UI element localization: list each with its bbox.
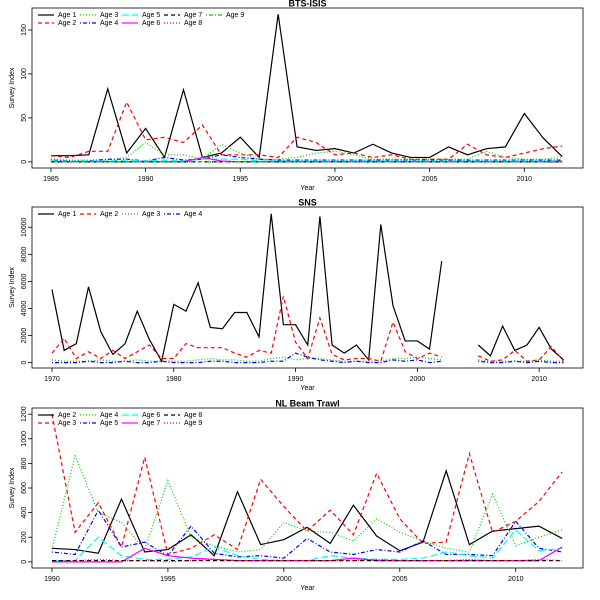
x-axis-label: Year	[300, 385, 315, 392]
x-tick-label: 1990	[138, 176, 154, 183]
legend-label: Age 4	[100, 412, 118, 419]
legend-label: Age 2	[58, 20, 76, 27]
x-tick-label: 1980	[166, 376, 182, 383]
x-axis-label: Year	[300, 585, 315, 592]
series-line	[51, 296, 564, 362]
y-tick-label: 100	[21, 68, 28, 80]
series-line	[51, 468, 563, 557]
series-line	[50, 160, 563, 163]
y-tick-label: 0	[21, 560, 28, 564]
legend-label: Age 9	[184, 420, 202, 427]
series-line	[50, 158, 563, 162]
plot-frame	[31, 7, 584, 169]
legend-label: Age 8	[184, 412, 202, 419]
legend-label: Age 1	[58, 211, 76, 218]
x-tick-label: 1990	[44, 576, 60, 583]
legend-label: Age 2	[58, 412, 76, 419]
chart-title: BTS-ISIS	[288, 0, 326, 8]
panel: NL Beam Trawl Year Survey Index 1990 1995 200…	[9, 398, 584, 592]
legend-label: Age 7	[142, 420, 160, 427]
legend-label: Age 7	[184, 12, 202, 19]
series-line	[50, 100, 563, 160]
y-axis-label: Survey Index	[9, 467, 16, 508]
series-line	[51, 508, 563, 559]
y-tick-label: 2000	[21, 328, 28, 344]
series-line	[51, 352, 564, 364]
legend-label: Age 3	[58, 420, 76, 427]
panel: SNS Year Survey Index 1970 1980 1990 2000 2010 0…	[9, 197, 584, 392]
x-tick-label: 2010	[508, 576, 524, 583]
y-tick-label: 0	[21, 160, 28, 164]
y-axis-label: Survey Index	[9, 67, 16, 108]
y-tick-label: 150	[21, 24, 28, 36]
legend-label: Age 4	[184, 211, 202, 218]
x-tick-label: 2000	[327, 176, 343, 183]
x-tick-label: 1995	[160, 576, 176, 583]
legend-label: Age 4	[100, 20, 118, 27]
legend-label: Age 3	[142, 211, 160, 218]
plot-frame	[31, 407, 584, 569]
series-line	[51, 558, 563, 563]
y-tick-label: 1200	[21, 406, 28, 422]
series-line	[51, 356, 564, 362]
panel: BTS-ISIS Year Survey Index 1985 1990 1995 2000…	[9, 0, 584, 192]
x-tick-label: 2005	[422, 176, 438, 183]
x-tick-label: 2010	[531, 376, 547, 383]
x-tick-label: 2005	[392, 576, 408, 583]
y-tick-label: 600	[21, 482, 28, 494]
y-tick-label: 400	[21, 507, 28, 519]
y-tick-label: 1000	[21, 431, 28, 447]
legend-label: Age 8	[184, 20, 202, 27]
x-tick-label: 1970	[44, 376, 60, 383]
legend-label: Age 6	[142, 412, 160, 419]
x-axis-label: Year	[300, 185, 315, 192]
series-line	[51, 414, 563, 556]
series-line	[51, 213, 564, 363]
x-tick-label: 2000	[410, 376, 426, 383]
y-axis-label: Survey Index	[9, 267, 16, 308]
series-line	[51, 546, 563, 563]
x-tick-label: 1990	[288, 376, 304, 383]
legend-label: Age 9	[226, 12, 244, 19]
series-line	[50, 141, 563, 161]
y-tick-label: 800	[21, 457, 28, 469]
chart-title: NL Beam Trawl	[275, 398, 339, 408]
y-tick-label: 10000	[21, 217, 28, 237]
y-tick-label: 200	[21, 531, 28, 543]
y-tick-label: 4000	[21, 301, 28, 317]
legend-label: Age 3	[100, 12, 118, 19]
x-tick-label: 1985	[43, 176, 59, 183]
series-line	[51, 454, 563, 553]
y-tick-label: 8000	[21, 246, 28, 262]
x-tick-label: 2000	[276, 576, 292, 583]
series-line	[50, 14, 563, 159]
legend-label: Age 6	[142, 20, 160, 27]
legend-label: Age 1	[58, 12, 76, 19]
y-tick-label: 0	[21, 361, 28, 365]
legend-label: Age 5	[100, 420, 118, 427]
y-tick-label: 6000	[21, 274, 28, 290]
legend-label: Age 5	[142, 12, 160, 19]
legend-label: Age 2	[100, 211, 118, 218]
chart-title: SNS	[298, 197, 317, 207]
x-tick-label: 1995	[232, 176, 248, 183]
plot-frame	[31, 206, 584, 369]
y-tick-label: 50	[21, 114, 28, 122]
x-tick-label: 2010	[517, 176, 533, 183]
